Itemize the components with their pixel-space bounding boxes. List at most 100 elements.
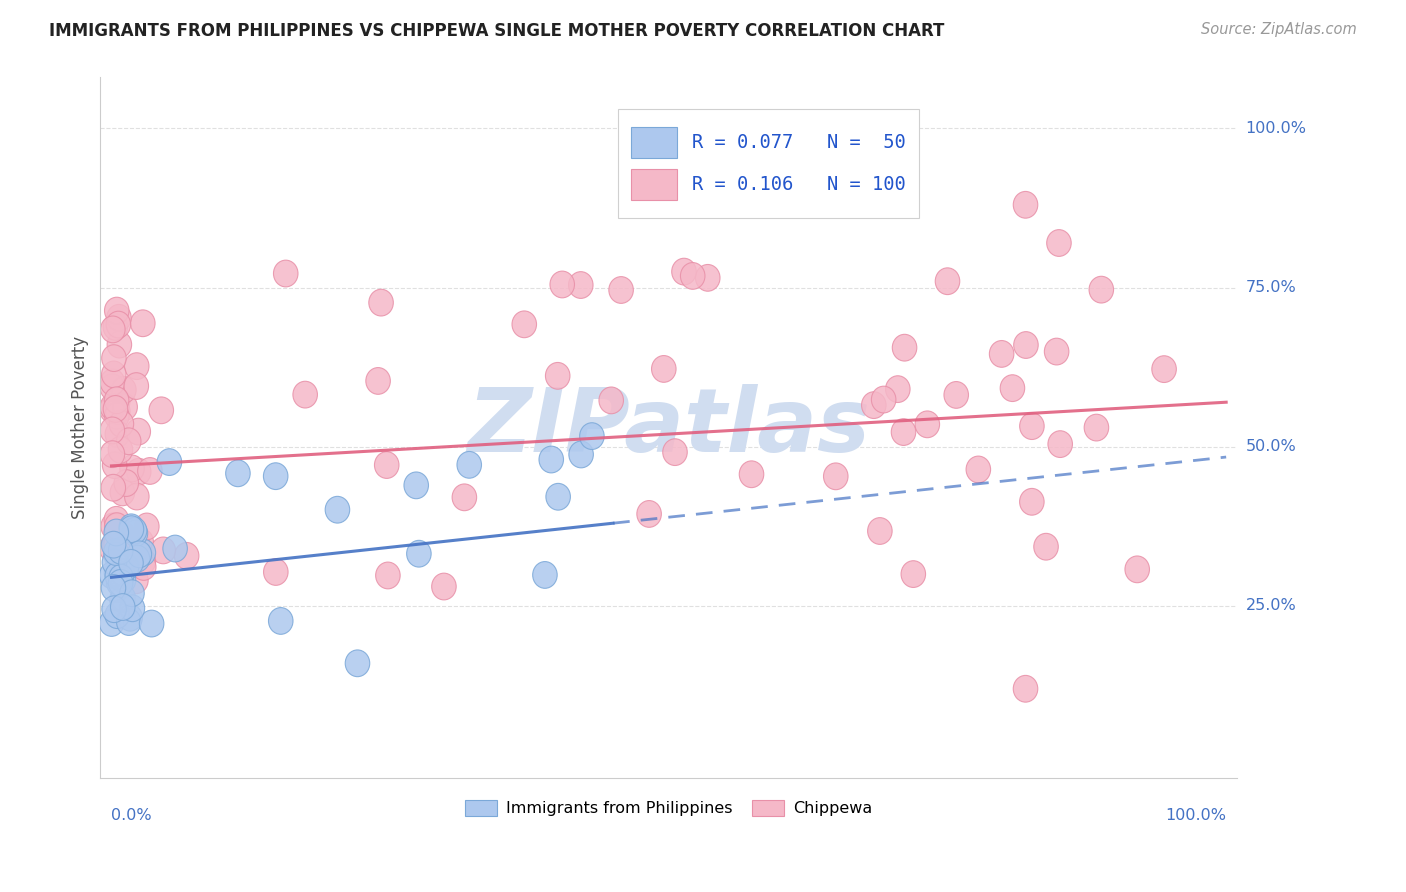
Ellipse shape [681, 262, 704, 289]
Ellipse shape [110, 479, 135, 506]
Ellipse shape [108, 565, 134, 591]
Ellipse shape [1045, 338, 1069, 365]
Ellipse shape [104, 513, 129, 540]
Ellipse shape [118, 549, 143, 576]
Ellipse shape [1125, 556, 1150, 582]
Ellipse shape [117, 428, 141, 455]
Ellipse shape [100, 562, 124, 589]
Ellipse shape [127, 541, 152, 567]
Ellipse shape [103, 531, 127, 558]
Text: 50.0%: 50.0% [1246, 439, 1296, 454]
Ellipse shape [404, 472, 429, 499]
Ellipse shape [100, 609, 124, 636]
Ellipse shape [292, 381, 318, 408]
Ellipse shape [110, 586, 134, 613]
Ellipse shape [100, 417, 125, 443]
Ellipse shape [569, 442, 593, 467]
Ellipse shape [101, 596, 127, 623]
Ellipse shape [122, 517, 146, 544]
Ellipse shape [100, 374, 125, 401]
Ellipse shape [157, 449, 181, 475]
Ellipse shape [104, 402, 129, 429]
Ellipse shape [891, 418, 915, 445]
Text: ZIPatlas: ZIPatlas [467, 384, 870, 471]
Ellipse shape [120, 455, 145, 482]
Ellipse shape [1014, 332, 1038, 359]
Ellipse shape [127, 458, 150, 485]
Ellipse shape [599, 387, 623, 414]
Ellipse shape [943, 382, 969, 409]
Ellipse shape [104, 530, 128, 557]
Ellipse shape [637, 500, 661, 527]
Text: Source: ZipAtlas.com: Source: ZipAtlas.com [1201, 22, 1357, 37]
Text: IMMIGRANTS FROM PHILIPPINES VS CHIPPEWA SINGLE MOTHER POVERTY CORRELATION CHART: IMMIGRANTS FROM PHILIPPINES VS CHIPPEWA … [49, 22, 945, 40]
Ellipse shape [453, 484, 477, 511]
Ellipse shape [124, 567, 148, 594]
Ellipse shape [538, 446, 564, 473]
Ellipse shape [108, 436, 132, 463]
Ellipse shape [110, 410, 134, 437]
Ellipse shape [1084, 414, 1109, 441]
Text: 25.0%: 25.0% [1246, 599, 1296, 614]
Ellipse shape [103, 549, 127, 575]
Ellipse shape [103, 313, 128, 340]
Ellipse shape [114, 470, 139, 497]
Ellipse shape [966, 456, 991, 483]
Ellipse shape [124, 373, 149, 400]
Text: R = 0.077   N =  50: R = 0.077 N = 50 [692, 133, 905, 152]
Ellipse shape [406, 541, 432, 567]
Ellipse shape [101, 475, 125, 501]
Ellipse shape [105, 421, 129, 448]
Ellipse shape [740, 461, 763, 488]
Ellipse shape [100, 393, 125, 420]
Ellipse shape [651, 356, 676, 383]
Ellipse shape [108, 537, 134, 564]
Ellipse shape [125, 352, 149, 379]
FancyBboxPatch shape [631, 169, 676, 201]
Ellipse shape [120, 580, 145, 607]
Ellipse shape [139, 610, 165, 637]
Ellipse shape [1152, 356, 1177, 383]
Ellipse shape [114, 554, 139, 581]
Ellipse shape [325, 496, 350, 523]
Ellipse shape [346, 650, 370, 677]
Ellipse shape [105, 562, 129, 589]
Ellipse shape [125, 529, 149, 556]
Ellipse shape [128, 536, 153, 563]
Ellipse shape [125, 545, 149, 572]
Ellipse shape [104, 519, 128, 546]
Ellipse shape [579, 423, 605, 450]
Ellipse shape [226, 460, 250, 487]
Ellipse shape [107, 569, 131, 596]
Ellipse shape [546, 362, 569, 389]
Ellipse shape [131, 548, 156, 574]
Ellipse shape [1047, 431, 1073, 458]
Ellipse shape [135, 513, 159, 540]
Ellipse shape [1000, 375, 1025, 401]
Ellipse shape [375, 562, 401, 589]
Ellipse shape [457, 451, 481, 478]
Ellipse shape [174, 542, 198, 569]
Ellipse shape [101, 344, 127, 371]
Text: 100.0%: 100.0% [1246, 121, 1306, 136]
Ellipse shape [117, 608, 141, 635]
Ellipse shape [100, 369, 125, 396]
Ellipse shape [274, 260, 298, 287]
Ellipse shape [104, 297, 129, 324]
Ellipse shape [550, 271, 575, 298]
Ellipse shape [101, 532, 127, 558]
Ellipse shape [163, 535, 187, 562]
Ellipse shape [893, 334, 917, 361]
Ellipse shape [100, 535, 124, 562]
Ellipse shape [662, 439, 688, 466]
Ellipse shape [672, 259, 696, 285]
Ellipse shape [125, 483, 149, 510]
Ellipse shape [868, 517, 893, 544]
Ellipse shape [104, 539, 128, 566]
Ellipse shape [1046, 229, 1071, 256]
Ellipse shape [1090, 277, 1114, 303]
Ellipse shape [263, 558, 288, 585]
Ellipse shape [546, 483, 571, 510]
Text: 0.0%: 0.0% [111, 808, 152, 823]
Ellipse shape [120, 514, 143, 541]
